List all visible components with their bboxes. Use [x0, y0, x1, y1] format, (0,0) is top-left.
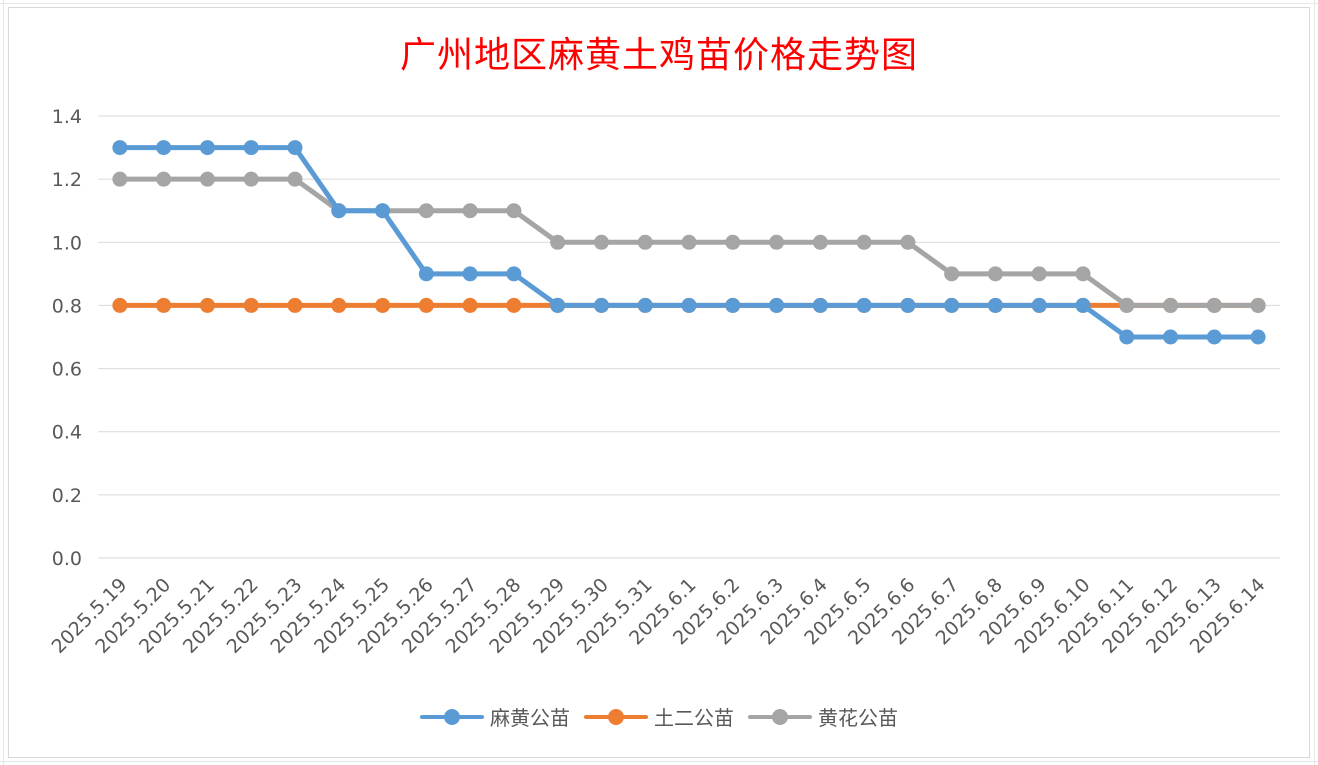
- data-point: [375, 203, 391, 219]
- data-point: [243, 171, 259, 187]
- legend-item-series-1: 麻黄公苗: [420, 702, 570, 731]
- data-point: [287, 171, 303, 187]
- series-1: [112, 140, 1266, 345]
- chart-legend: 麻黄公苗 土二公苗 黄花公苗: [0, 702, 1318, 731]
- data-point: [856, 297, 872, 313]
- data-point: [462, 203, 478, 219]
- data-point: [199, 171, 215, 187]
- data-point: [1075, 266, 1091, 282]
- data-point: [287, 297, 303, 313]
- x-axis-tick-labels: 2025.5.192025.5.202025.5.212025.5.222025…: [47, 574, 1269, 658]
- data-point: [156, 171, 172, 187]
- y-tick-label: 0.0: [52, 548, 82, 570]
- data-point: [199, 140, 215, 156]
- legend-dot: [608, 708, 624, 725]
- legend-label-series-1: 麻黄公苗: [490, 706, 570, 730]
- legend-item-series-3: 黄花公苗: [748, 702, 898, 731]
- data-point: [418, 203, 434, 219]
- data-point: [987, 266, 1003, 282]
- data-point: [462, 266, 478, 282]
- data-point: [900, 297, 916, 313]
- legend-dot: [444, 708, 460, 725]
- legend-dot: [772, 708, 788, 725]
- y-tick-label: 1.4: [52, 106, 82, 128]
- chart-area[interactable]: [8, 7, 1310, 758]
- data-point: [287, 140, 303, 156]
- data-point: [987, 297, 1003, 313]
- data-point: [725, 297, 741, 313]
- series-3: [112, 171, 1266, 313]
- legend-item-series-2: 土二公苗: [584, 702, 734, 731]
- data-point: [1206, 329, 1222, 345]
- data-point: [944, 297, 960, 313]
- data-point: [1163, 297, 1179, 313]
- data-point: [1119, 329, 1135, 345]
- data-point: [156, 297, 172, 313]
- data-point: [1250, 329, 1266, 345]
- chart-title: 广州地区麻黄土鸡苗价格走势图: [399, 35, 918, 76]
- y-tick-label: 0.8: [52, 295, 82, 317]
- data-point: [1250, 297, 1266, 313]
- data-point: [681, 234, 697, 250]
- legend-marker-series-1: [420, 708, 484, 725]
- data-point: [199, 297, 215, 313]
- data-point: [331, 203, 347, 219]
- data-point: [725, 234, 741, 250]
- y-tick-label: 0.4: [52, 422, 82, 444]
- data-point: [593, 234, 609, 250]
- data-point: [331, 297, 347, 313]
- data-point: [418, 297, 434, 313]
- data-point: [506, 266, 522, 282]
- data-point: [550, 234, 566, 250]
- data-point: [637, 234, 653, 250]
- y-tick-label: 0.6: [52, 359, 82, 381]
- data-point: [462, 297, 478, 313]
- data-point: [243, 297, 259, 313]
- data-point: [812, 234, 828, 250]
- data-point: [812, 297, 828, 313]
- data-point: [375, 297, 391, 313]
- data-point: [769, 234, 785, 250]
- data-point: [900, 234, 916, 250]
- legend-label-series-2: 土二公苗: [654, 706, 734, 730]
- legend-marker-series-3: [748, 708, 812, 725]
- data-point: [769, 297, 785, 313]
- data-point: [1031, 297, 1047, 313]
- data-point: [944, 266, 960, 282]
- data-point: [156, 140, 172, 156]
- data-point: [681, 297, 697, 313]
- data-point: [1206, 297, 1222, 313]
- y-axis-tick-labels: 0.0 0.2 0.4 0.6 0.8 1.0 1.2 1.4: [52, 106, 82, 570]
- data-point: [856, 234, 872, 250]
- data-point: [1163, 329, 1179, 345]
- y-tick-label: 1.2: [52, 169, 82, 191]
- data-point: [506, 203, 522, 219]
- data-point: [1031, 266, 1047, 282]
- legend-label-series-3: 黄花公苗: [818, 706, 898, 730]
- data-point: [1119, 297, 1135, 313]
- gridlines: [98, 115, 1280, 559]
- data-point: [112, 171, 128, 187]
- y-tick-label: 0.2: [52, 485, 82, 507]
- data-point: [1075, 297, 1091, 313]
- data-point: [112, 297, 128, 313]
- data-point: [506, 297, 522, 313]
- data-point: [418, 266, 434, 282]
- legend-marker-series-2: [584, 708, 648, 725]
- data-point: [550, 297, 566, 313]
- data-point: [637, 297, 653, 313]
- y-tick-label: 1.0: [52, 232, 82, 254]
- data-point: [112, 140, 128, 156]
- data-point: [593, 297, 609, 313]
- data-point: [243, 140, 259, 156]
